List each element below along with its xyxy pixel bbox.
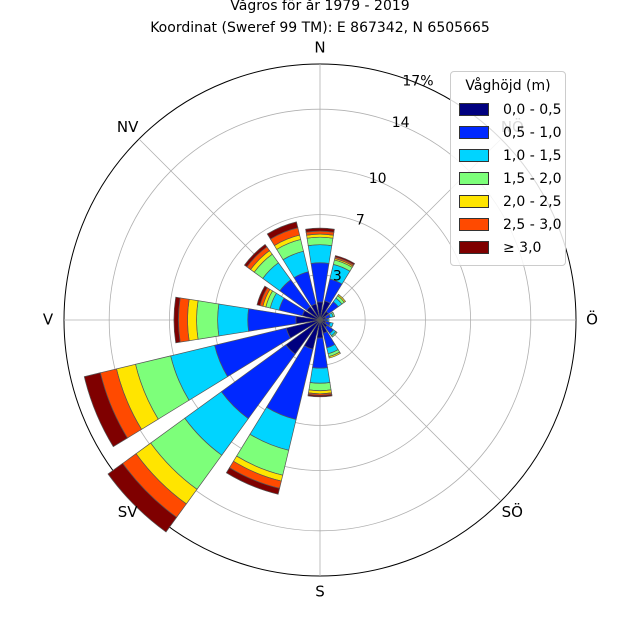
legend-label: 1,0 - 1,5 (503, 147, 562, 164)
bar-segment (334, 255, 356, 266)
legend-swatch (459, 218, 489, 231)
legend-title: Våghöjd (m) (465, 78, 551, 94)
direction-label: V (43, 311, 54, 329)
legend-swatch (459, 149, 489, 162)
legend-rows: 0,0 - 0,5 0,5 - 1,0 1,0 - 1,5 1,5 - 2,0 2,0 … (451, 98, 565, 259)
radial-tick-label: 3 (333, 268, 342, 284)
bar-segment (178, 297, 190, 343)
direction-label: NV (117, 118, 139, 136)
legend-swatch (459, 241, 489, 254)
radial-tick-label: 10 (369, 171, 387, 187)
bar-segment (307, 393, 333, 398)
chart-title: Vågros för år 1979 - 2019 (230, 0, 410, 14)
legend: Våghöjd (m) 0,0 - 0,5 0,5 - 1,0 1,0 - 1,5 1… (450, 71, 566, 266)
legend-entry: 0,0 - 0,5 (451, 98, 565, 121)
legend-entry: ≥ 3,0 (451, 236, 565, 259)
direction-label: SÖ (502, 502, 523, 521)
bar-segment (217, 303, 250, 337)
bar-segment (337, 293, 347, 303)
legend-entry: 1,5 - 2,0 (451, 167, 565, 190)
bar-segment (306, 236, 334, 247)
legend-swatch (459, 172, 489, 185)
grid-spoke (319, 319, 502, 502)
bar-segment (308, 382, 332, 392)
bar-segment (83, 372, 128, 448)
bar-segment (173, 296, 181, 344)
rose-bars (83, 221, 356, 533)
bar-segment (243, 243, 268, 268)
bar-segment (107, 462, 178, 533)
radial-tick-labels: 3 7 10 14 17% (333, 73, 434, 284)
bar-segment (266, 221, 299, 240)
bar-segment (225, 467, 280, 495)
bar-segment (331, 331, 338, 338)
legend-swatch (459, 126, 489, 139)
legend-label: 0,0 - 0,5 (503, 101, 562, 118)
legend-entry: 2,0 - 2,5 (451, 190, 565, 213)
radial-tick-label: 17% (402, 73, 433, 89)
bar-segment (328, 322, 334, 328)
bar-segment (331, 311, 336, 318)
legend-entry: 0,5 - 1,0 (451, 121, 565, 144)
legend-swatch (459, 103, 489, 116)
legend-label: 2,0 - 2,5 (503, 193, 562, 210)
bar-segment (327, 318, 330, 322)
legend-label: 1,5 - 2,0 (503, 170, 562, 187)
bar-segment (256, 285, 268, 307)
legend-entry: 2,5 - 3,0 (451, 213, 565, 236)
direction-label: N (314, 39, 325, 57)
bar-segment (309, 367, 331, 384)
legend-label: 0,5 - 1,0 (503, 124, 562, 141)
radial-tick-label: 7 (356, 213, 365, 229)
bar-segment (307, 244, 333, 264)
legend-entry: 1,0 - 1,5 (451, 144, 565, 167)
legend-label: ≥ 3,0 (503, 239, 542, 256)
legend-label: 2,5 - 3,0 (503, 216, 562, 233)
direction-label: Ö (586, 310, 598, 329)
chart-subtitle: Koordinat (Sweref 99 TM): E 867342, N 65… (150, 20, 490, 36)
radial-tick-label: 14 (392, 115, 410, 131)
legend-swatch (459, 195, 489, 208)
direction-label: S (315, 583, 325, 601)
direction-label: SV (118, 503, 139, 521)
bar-segment (196, 300, 220, 340)
bar-segment (328, 351, 341, 359)
bar-segment (187, 298, 199, 342)
bar-segment (305, 227, 335, 233)
